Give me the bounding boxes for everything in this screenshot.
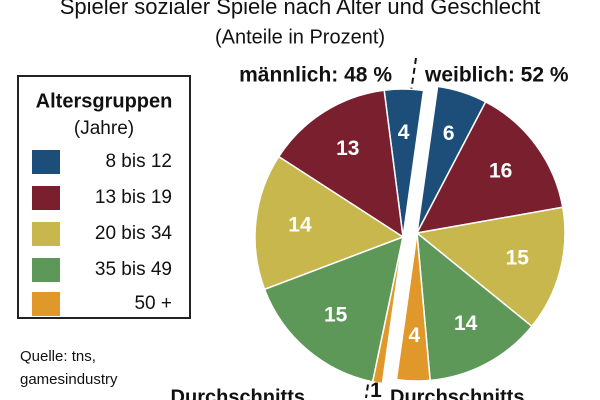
data-label: 15	[324, 303, 348, 326]
legend-box	[17, 75, 191, 319]
legend-swatch	[32, 258, 60, 282]
annotation: Durchschnitts	[390, 386, 524, 400]
legend-swatch	[32, 292, 60, 316]
legend-label: 35 bis 49	[95, 259, 172, 280]
pie-slice	[277, 89, 404, 239]
annotation: Durchschnitts	[171, 386, 305, 400]
data-label: 1	[370, 379, 382, 400]
data-label: 15	[506, 247, 530, 270]
series-label: weiblich: 52 %	[424, 64, 569, 87]
source: Quelle: tns,	[20, 348, 96, 365]
series-label: männlich: 48 %	[239, 64, 392, 87]
data-label: 6	[443, 122, 455, 145]
data-label: 13	[336, 137, 359, 160]
data-label: 16	[489, 159, 512, 182]
pie-slice	[263, 235, 405, 383]
pie-slice	[254, 155, 405, 291]
pie-slice	[415, 206, 566, 328]
data-label: 14	[454, 312, 478, 335]
chart-subtitle: (Anteile in Prozent)	[215, 26, 385, 48]
data-label: 14	[288, 214, 312, 237]
legend-label: 13 bis 19	[95, 187, 172, 208]
legend-label: 20 bis 34	[95, 223, 173, 244]
legend-label: 50 +	[134, 293, 172, 314]
legend-title: Altersgruppen	[36, 90, 173, 112]
pie-slice	[415, 100, 564, 235]
data-label: 4	[398, 121, 410, 144]
legend-label: 8 bis 12	[105, 151, 172, 172]
legend-swatch	[32, 186, 60, 210]
pie-slice	[395, 232, 431, 382]
legend-swatch	[32, 150, 60, 174]
data-label: 4	[409, 324, 421, 347]
legend-swatch	[32, 222, 60, 246]
legend-subtitle: (Jahre)	[74, 118, 134, 139]
pie-slice	[416, 231, 533, 382]
chart-title: Spieler sozialer Spiele nach Alter und G…	[60, 0, 541, 19]
pie-slice	[371, 236, 404, 385]
source: gamesindustry	[20, 371, 118, 388]
